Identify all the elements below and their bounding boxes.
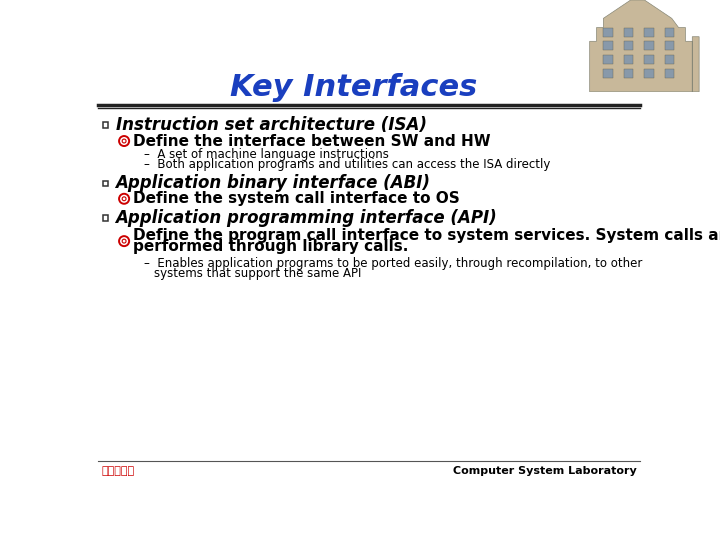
Text: Key Interfaces: Key Interfaces (230, 73, 477, 103)
Text: systems that support the same API: systems that support the same API (153, 267, 361, 280)
Text: –  Both application programs and utilities can access the ISA directly: – Both application programs and utilitie… (144, 158, 551, 171)
Bar (665, 28, 675, 37)
Bar (603, 69, 613, 78)
Bar (644, 42, 654, 51)
Bar (624, 69, 634, 78)
Bar (103, 122, 108, 127)
Bar (644, 69, 654, 78)
Text: –  A set of machine language instructions: – A set of machine language instructions (144, 147, 389, 160)
Bar (665, 55, 675, 64)
Text: 高麗大學校: 高麗大學校 (102, 465, 135, 476)
Bar (665, 42, 675, 51)
Bar (603, 28, 613, 37)
Bar (103, 181, 108, 186)
Bar (644, 28, 654, 37)
Text: –  Enables application programs to be ported easily, through recompilation, to o: – Enables application programs to be por… (144, 257, 643, 270)
Bar (603, 42, 613, 51)
Text: Application binary interface (ABI): Application binary interface (ABI) (116, 174, 431, 192)
Text: Computer System Laboratory: Computer System Laboratory (453, 465, 636, 476)
Bar (624, 42, 634, 51)
Text: Application programming interface (API): Application programming interface (API) (116, 209, 498, 227)
Bar (103, 215, 108, 221)
Bar (624, 28, 634, 37)
Bar (624, 55, 634, 64)
Polygon shape (590, 0, 699, 92)
Text: performed through library calls.: performed through library calls. (133, 239, 409, 254)
Text: Define the program call interface to system services. System calls are: Define the program call interface to sys… (133, 228, 720, 243)
Bar (665, 69, 675, 78)
Text: Define the system call interface to OS: Define the system call interface to OS (133, 191, 460, 206)
Bar (644, 55, 654, 64)
Text: Define the interface between SW and HW: Define the interface between SW and HW (133, 133, 491, 148)
Text: Instruction set architecture (ISA): Instruction set architecture (ISA) (116, 116, 426, 134)
Bar (603, 55, 613, 64)
